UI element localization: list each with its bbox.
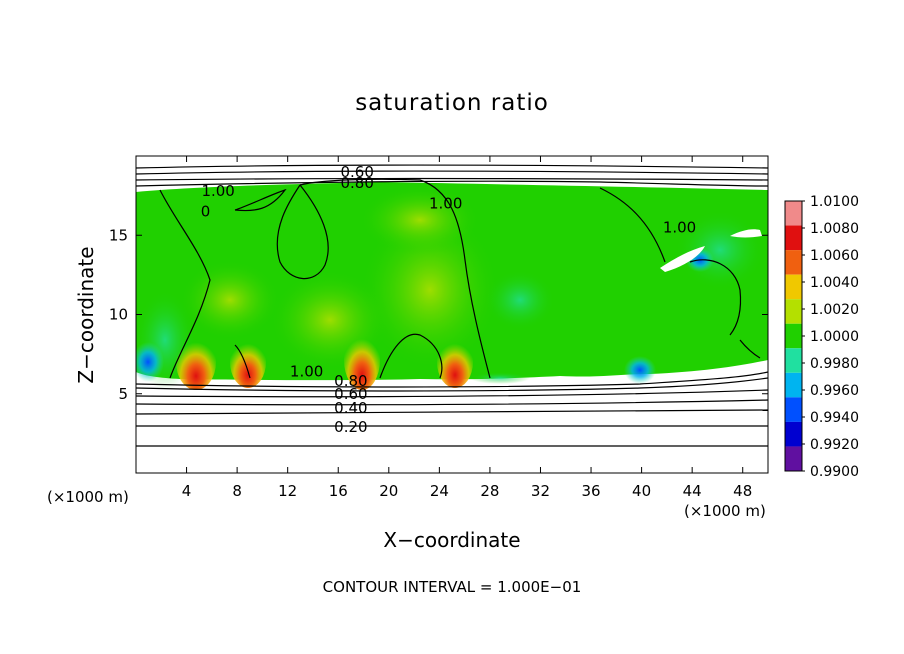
colorbar-swatch bbox=[785, 348, 802, 373]
x-tick-label: 12 bbox=[278, 482, 297, 500]
colorbar-label: 0.9900 bbox=[810, 464, 859, 480]
contour-labels: 0.600.801.000 1.001.001.000.800.600.400.2… bbox=[201, 163, 696, 436]
x-tick-label: 28 bbox=[480, 482, 499, 500]
colorbar-label: 1.0040 bbox=[810, 275, 859, 291]
colorbar-swatch bbox=[785, 225, 802, 251]
saturation-field: 0.600.801.000 1.001.001.000.800.600.400.2… bbox=[136, 156, 768, 473]
y-tick-label: 10 bbox=[109, 306, 128, 324]
x-unit-label-right: (×1000 m) bbox=[684, 502, 766, 520]
x-tick-label: 48 bbox=[733, 482, 752, 500]
colorbar-label: 1.0100 bbox=[810, 194, 859, 210]
contour-label: 1.00 bbox=[429, 195, 462, 213]
colorbar-label: 1.0020 bbox=[810, 302, 859, 318]
y-tick-label: 15 bbox=[109, 226, 128, 244]
y-axis-label: Z−coordinate bbox=[74, 246, 98, 384]
x-tick-label: 8 bbox=[232, 482, 242, 500]
contour-label: 0 bbox=[201, 202, 211, 220]
colorbar-label: 0.9920 bbox=[810, 437, 859, 453]
colorbar-label: 0.9960 bbox=[810, 383, 859, 399]
contour-label: 0.80 bbox=[340, 174, 373, 192]
x-unit-label-left: (×1000 m) bbox=[47, 488, 129, 506]
x-tick-label: 44 bbox=[683, 482, 702, 500]
x-tick-label: 32 bbox=[531, 482, 550, 500]
contour-label: 0.80 bbox=[334, 372, 367, 390]
colorbar-label: 0.9980 bbox=[810, 356, 859, 372]
x-axis: 4 8 12 16 20 24 28 32 36 40 44 48 bbox=[182, 156, 752, 500]
colorbar-swatch bbox=[785, 274, 802, 300]
contour-label: 0.20 bbox=[334, 418, 367, 436]
x-axis-label: X−coordinate bbox=[383, 528, 521, 552]
x-tick-label: 16 bbox=[329, 482, 348, 500]
x-tick-label: 4 bbox=[182, 482, 192, 500]
colorbar-label: 1.0000 bbox=[810, 329, 859, 345]
colorbar-swatch bbox=[785, 421, 802, 447]
contour-label: 0.60 bbox=[334, 385, 367, 403]
contour-label: 0.40 bbox=[334, 399, 367, 417]
colorbar-swatch bbox=[785, 299, 802, 324]
colorbar-label: 1.0080 bbox=[810, 221, 859, 237]
y-axis: 5 10 15 bbox=[109, 226, 768, 403]
colorbar-swatch bbox=[785, 250, 802, 275]
x-tick-label: 36 bbox=[581, 482, 600, 500]
colorbar-swatch bbox=[785, 372, 802, 398]
colorbar-label: 0.9940 bbox=[810, 410, 859, 426]
colorbar-label: 1.0060 bbox=[810, 248, 859, 264]
chart-title: saturation ratio bbox=[355, 90, 549, 116]
colorbar-swatch bbox=[785, 446, 802, 471]
colorbar-swatch bbox=[785, 201, 802, 226]
colorbar: 1.0100 1.0080 1.0060 1.0040 1.0020 1.0000 0.99… bbox=[784, 194, 859, 480]
x-tick-label: 24 bbox=[430, 482, 449, 500]
colorbar-swatch bbox=[785, 323, 802, 349]
x-tick-label: 20 bbox=[379, 482, 398, 500]
x-tick-label: 40 bbox=[632, 482, 651, 500]
colorbar-swatch bbox=[785, 397, 802, 422]
y-tick-label: 5 bbox=[118, 385, 128, 403]
contour-interval-note: CONTOUR INTERVAL = 1.000E−01 bbox=[322, 578, 582, 596]
contour-label: 1.00 bbox=[663, 218, 696, 236]
contour-label: 0.60 bbox=[340, 163, 373, 181]
contour-label: 1.00 bbox=[290, 363, 323, 381]
contour-label: 1.00 bbox=[201, 182, 234, 200]
